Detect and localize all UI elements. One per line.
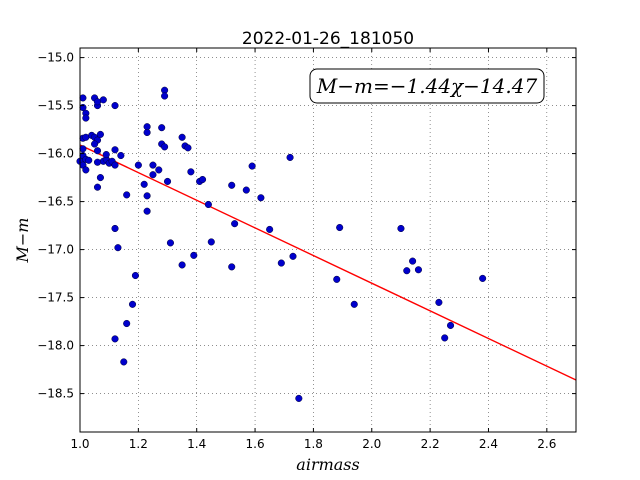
- axis-ticks: 1.0 1.2 1.4 1.6 1.8 2.0 2.2 2.4 2.6 −15.0 −15.5 −16…: [37, 48, 576, 451]
- data-point: [93, 147, 102, 155]
- data-point: [231, 220, 239, 228]
- x-tick-label: 1.2: [129, 437, 148, 451]
- data-point: [82, 166, 90, 174]
- data-point: [85, 156, 93, 164]
- data-point: [102, 151, 110, 159]
- y-tick-label: −18.5: [37, 387, 74, 401]
- equation-box: M−m=−1.44χ−14.47: [309, 68, 545, 104]
- data-point: [414, 266, 422, 274]
- y-tick-label: −18.0: [37, 339, 74, 353]
- equation-box-frame: [309, 68, 545, 104]
- data-point: [93, 183, 102, 191]
- x-tick-label: 2.6: [537, 437, 556, 451]
- data-point: [82, 114, 90, 122]
- y-tick-label: −17.0: [37, 243, 74, 257]
- data-point: [479, 274, 487, 282]
- data-point: [143, 192, 151, 200]
- grid: [79, 48, 576, 432]
- plot-frame: [79, 47, 577, 433]
- x-tick-label: 1.4: [187, 437, 206, 451]
- data-point: [286, 153, 294, 161]
- data-point: [158, 124, 166, 132]
- data-point: [228, 181, 236, 189]
- x-axis-label: airmass: [296, 455, 359, 474]
- x-tick-label: 2.2: [421, 437, 440, 451]
- data-point: [435, 298, 443, 306]
- data-point: [111, 102, 119, 110]
- data-point: [446, 321, 455, 329]
- data-point: [79, 94, 87, 102]
- data-point: [289, 252, 297, 260]
- data-point: [163, 177, 172, 185]
- data-point: [111, 224, 119, 233]
- data-point: [161, 92, 169, 100]
- data-point: [128, 300, 137, 308]
- data-points: [76, 86, 487, 402]
- data-point: [91, 140, 99, 148]
- data-point: [79, 145, 87, 153]
- fit-line: [79, 144, 577, 381]
- y-tick-label: −16.0: [37, 147, 74, 161]
- data-point: [187, 168, 195, 176]
- y-tick-label: −15.5: [37, 99, 74, 113]
- data-point: [140, 180, 148, 188]
- data-point: [123, 191, 131, 199]
- data-point: [117, 151, 125, 160]
- x-tick-label: 1.6: [246, 437, 265, 451]
- x-tick-label: 1.0: [70, 437, 89, 451]
- data-point: [242, 186, 250, 194]
- data-point: [99, 96, 107, 104]
- x-tick-label: 1.8: [304, 437, 323, 451]
- plot-area: [80, 48, 576, 432]
- data-point: [111, 161, 119, 169]
- y-tick-label: −16.5: [37, 195, 74, 209]
- data-point: [149, 161, 157, 169]
- data-point: [114, 244, 122, 252]
- x-tick-label: 2.4: [479, 437, 498, 451]
- data-point: [333, 275, 341, 283]
- fit-line-group: [79, 144, 577, 381]
- data-point: [178, 261, 186, 269]
- data-point: [184, 144, 192, 152]
- data-point: [248, 162, 256, 170]
- data-point: [143, 128, 151, 137]
- data-point: [190, 251, 198, 259]
- data-point: [257, 194, 265, 202]
- fit-equation: M−m=−1.44χ−14.47: [316, 74, 538, 98]
- y-tick-label: −15.0: [37, 51, 74, 65]
- data-point: [409, 257, 417, 265]
- data-point: [207, 238, 215, 246]
- data-point: [397, 224, 405, 233]
- data-point: [96, 130, 104, 138]
- data-point: [111, 146, 119, 154]
- data-point: [403, 267, 411, 275]
- data-point: [204, 200, 212, 209]
- data-point: [143, 207, 151, 215]
- data-point: [277, 259, 285, 267]
- data-point: [178, 133, 186, 141]
- data-point: [166, 239, 174, 247]
- data-point: [228, 263, 236, 271]
- data-point: [336, 223, 344, 232]
- data-point: [93, 158, 102, 166]
- data-point: [198, 175, 207, 184]
- data-point: [295, 394, 303, 402]
- data-point: [350, 300, 358, 308]
- data-point: [111, 335, 119, 343]
- y-axis-label: M−m: [13, 218, 32, 264]
- data-point: [134, 161, 142, 169]
- y-tick-label: −17.5: [37, 291, 74, 305]
- x-tick-label: 2.0: [362, 437, 381, 451]
- data-point: [149, 171, 157, 179]
- data-point: [155, 166, 163, 174]
- data-point: [441, 334, 449, 342]
- data-point: [96, 174, 104, 182]
- chart-title: 2022-01-26_181050: [242, 29, 414, 49]
- data-point: [131, 271, 139, 280]
- data-point: [161, 143, 169, 151]
- data-point: [123, 319, 131, 328]
- data-point: [120, 358, 128, 366]
- data-point: [266, 225, 274, 233]
